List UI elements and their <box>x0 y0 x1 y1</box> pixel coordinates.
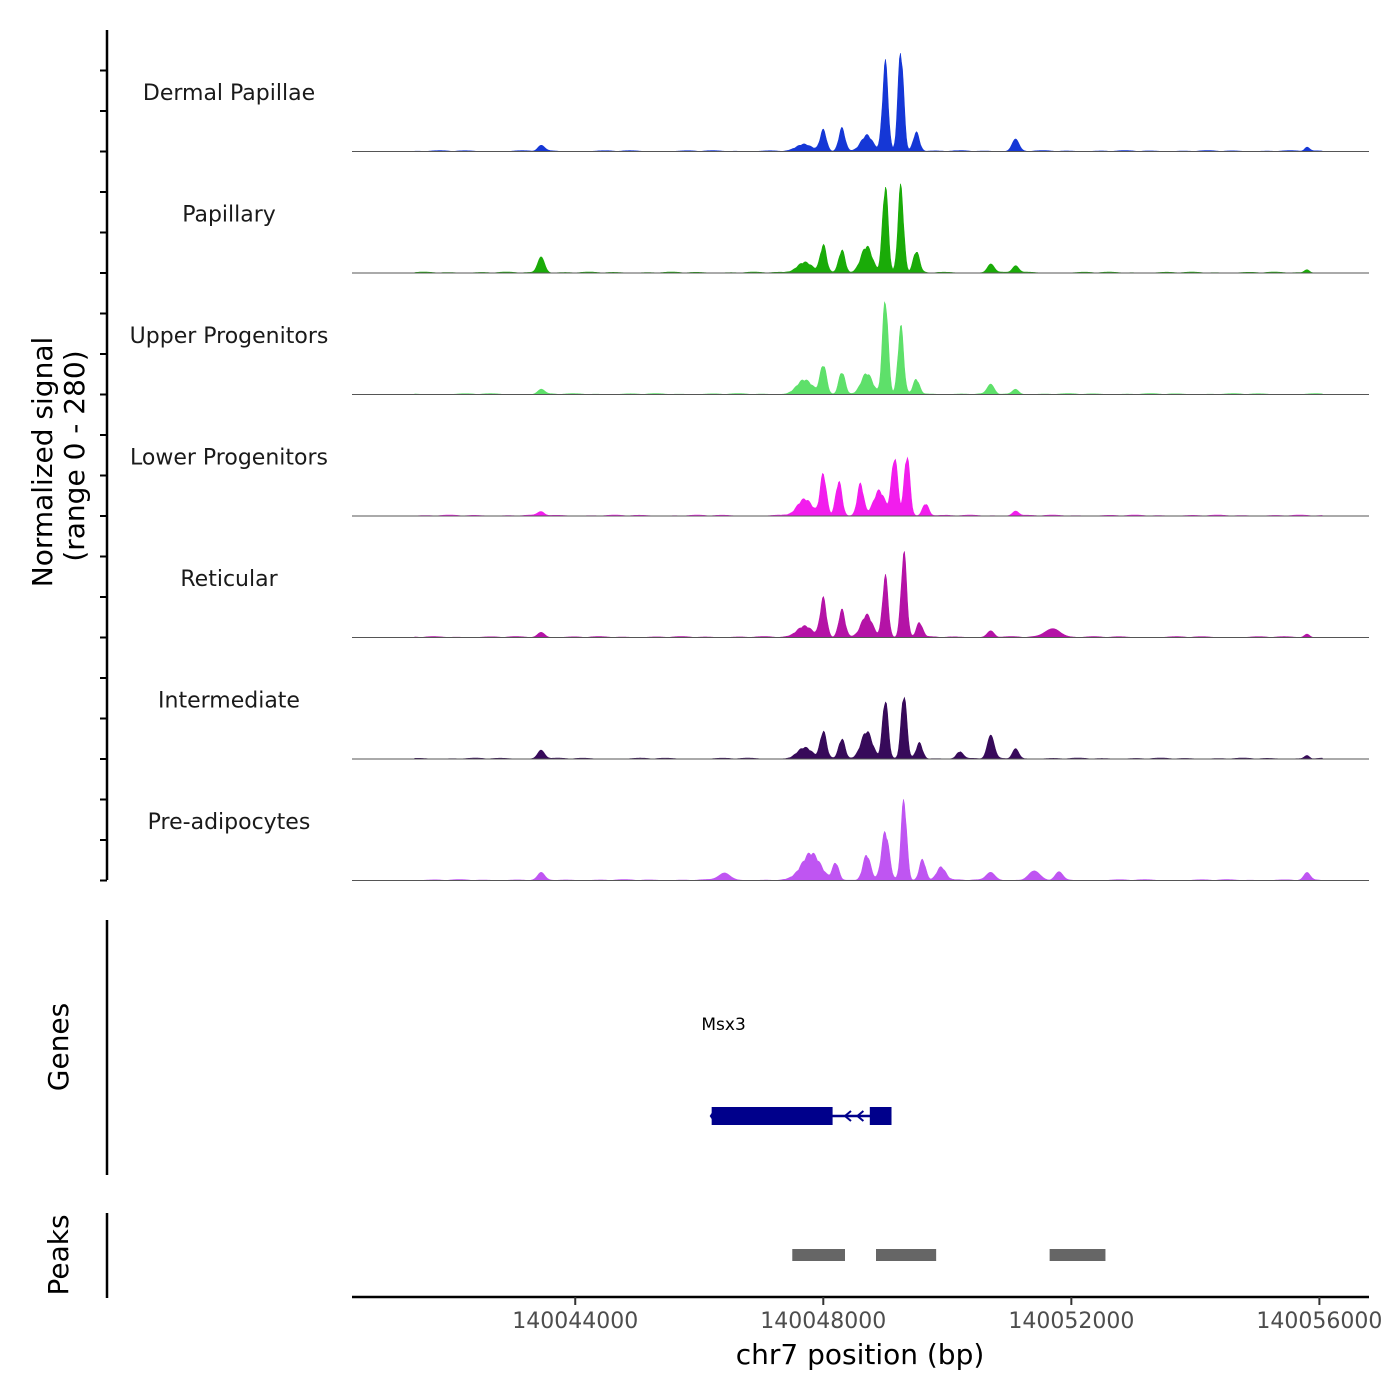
genes-track-label: Genes <box>42 1003 75 1091</box>
track-papillary: Papillary <box>182 183 1369 274</box>
gene-exon <box>869 1107 892 1125</box>
strand-arrow <box>855 1110 865 1122</box>
track-label-dermal-papillae: Dermal Papillae <box>143 81 315 106</box>
coverage-area-intermediate <box>352 696 1369 760</box>
coverage-area-lower-progenitors <box>352 456 1369 517</box>
gene-name-label: Msx3 <box>701 1015 745 1035</box>
track-label-lower-progenitors: Lower Progenitors <box>130 446 328 471</box>
gene-exon <box>711 1107 833 1125</box>
coverage-area-reticular <box>352 551 1369 638</box>
track-label-papillary: Papillary <box>182 203 276 228</box>
track-intermediate: Intermediate <box>158 689 1369 760</box>
peak-region <box>792 1249 845 1261</box>
track-pre-adipocytes: Pre-adipocytes <box>148 799 1369 881</box>
x-tick-label: 140056000 <box>1256 1309 1382 1334</box>
coverage-area-papillary <box>352 183 1369 274</box>
x-tick-label: 140044000 <box>512 1309 638 1334</box>
peak-region <box>1049 1249 1106 1261</box>
peaks-track-label: Peaks <box>42 1214 75 1295</box>
gene-msx3: Msx3 <box>701 1015 892 1125</box>
coverage-y-ticks <box>100 69 107 882</box>
track-label-reticular: Reticular <box>180 567 278 592</box>
x-axis-title: chr7 position (bp) <box>736 1338 985 1371</box>
track-label-pre-adipocytes: Pre-adipocytes <box>148 810 311 835</box>
track-lower-progenitors: Lower Progenitors <box>130 446 1369 517</box>
peak-track <box>792 1249 1106 1261</box>
strand-arrow <box>709 1107 716 1125</box>
track-upper-progenitors: Upper Progenitors <box>130 301 1369 395</box>
gene-track: Msx3 <box>701 1015 892 1125</box>
coverage-area-dermal-papillae <box>352 53 1369 152</box>
y-axis-title-line2: (range 0 - 280) <box>58 350 91 561</box>
peak-region <box>876 1249 937 1261</box>
track-label-intermediate: Intermediate <box>158 689 300 714</box>
y-axis-title-line1: Normalized signal <box>26 337 59 588</box>
coverage-area-pre-adipocytes <box>352 799 1369 881</box>
x-axis-ticks: 140044000 140048000 140052000 140056000 <box>512 1297 1382 1334</box>
strand-arrow <box>843 1110 852 1122</box>
coverage-area-upper-progenitors <box>352 301 1369 395</box>
x-tick-label: 140052000 <box>1008 1309 1134 1334</box>
x-tick-label: 140048000 <box>760 1309 886 1334</box>
coverage-tracks: Dermal Papillae Papillary Upper Progenitor… <box>130 53 1369 881</box>
track-reticular: Reticular <box>180 551 1369 638</box>
track-label-upper-progenitors: Upper Progenitors <box>130 324 329 349</box>
track-dermal-papillae: Dermal Papillae <box>143 53 1369 152</box>
